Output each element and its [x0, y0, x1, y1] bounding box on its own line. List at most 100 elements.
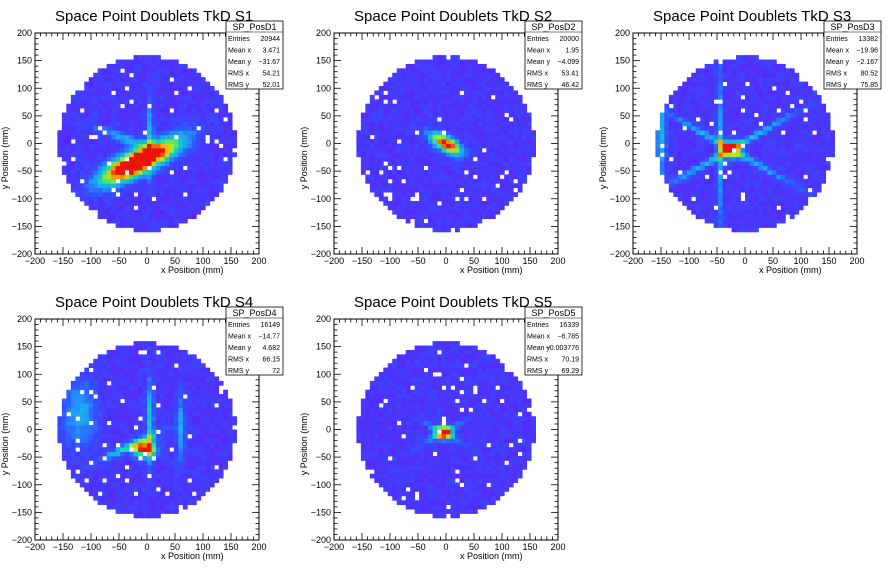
x-tick-label: 50: [469, 256, 479, 266]
y-axis-label: y Position (mm): [299, 413, 309, 476]
y-tick-label: −150: [12, 221, 32, 231]
heatmap-bins: [57, 55, 237, 233]
x-tick-label: 0: [443, 542, 448, 552]
y-tick-label: −200: [12, 249, 32, 259]
stats-label: Entries: [228, 36, 250, 43]
y-tick-label: 200: [615, 28, 630, 38]
stats-label: Mean x: [527, 48, 550, 55]
stats-label: Entries: [826, 36, 848, 43]
stats-label: Mean x: [228, 48, 251, 55]
x-tick-label: 150: [223, 256, 238, 266]
stats-name: SP_PosD2: [531, 22, 575, 32]
x-tick-label: 0: [144, 256, 149, 266]
stats-box: SP_PosD1 Entries 20944 Mean x 3.471 Mean y −31…: [225, 20, 284, 90]
x-tick-label: −50: [410, 256, 425, 266]
panel-title: Space Point Doublets TkD S5: [354, 294, 552, 311]
x-tick-label: 50: [768, 256, 778, 266]
y-tick-label: 100: [316, 83, 331, 93]
y-tick-label: −100: [12, 480, 32, 490]
y-tick-label: −50: [17, 452, 32, 462]
stats-label: RMS y: [826, 82, 848, 89]
stats-label: Entries: [228, 322, 250, 329]
stats-label: RMS y: [228, 82, 250, 89]
x-axis-label: x Position (mm): [460, 551, 523, 561]
stats-name: SP_PosD3: [830, 22, 874, 32]
stats-value: 3.471: [262, 48, 280, 55]
stats-value: −14.77: [258, 334, 280, 341]
y-axis-label: y Position (mm): [0, 413, 10, 476]
x-tick-label: −100: [380, 542, 400, 552]
panel-title: Space Point Doublets TkD S1: [55, 8, 253, 25]
stats-label: Mean y: [228, 59, 251, 66]
x-tick-label: 50: [170, 256, 180, 266]
y-tick-label: 100: [17, 83, 32, 93]
x-tick-label: 200: [251, 256, 266, 266]
x-tick-label: 100: [793, 256, 808, 266]
stats-value: 53.41: [561, 71, 579, 78]
y-tick-label: −100: [610, 194, 630, 204]
stats-box: SP_PosD5 Entries 16339 Mean x −6.785 Mean y−0…: [524, 306, 583, 376]
x-axis-label: x Position (mm): [161, 551, 224, 561]
heatmap-bins: [356, 55, 536, 233]
y-tick-label: 0: [326, 425, 331, 435]
y-tick-label: −50: [17, 166, 32, 176]
axis-ticks: [333, 32, 559, 255]
y-tick-label: −150: [311, 221, 331, 231]
stats-label: RMS x: [826, 71, 848, 78]
x-tick-label: 50: [469, 542, 479, 552]
stats-value: 16339: [560, 322, 580, 329]
stats-value: 4.682: [262, 345, 280, 352]
panel-title: Space Point Doublets TkD S3: [653, 8, 851, 25]
stats-label: RMS x: [527, 357, 549, 364]
y-tick-label: 0: [27, 425, 32, 435]
x-tick-label: −200: [25, 256, 45, 266]
y-tick-label: −200: [610, 249, 630, 259]
histogram-panel-3: Space Point Doublets TkD S3 −200 −150 −100 −…: [598, 8, 882, 275]
stats-name: SP_PosD1: [232, 22, 276, 32]
heatmap-bins: [655, 55, 835, 233]
stats-label: Mean x: [527, 334, 550, 341]
y-tick-label: 50: [321, 111, 331, 121]
stats-value: 13382: [859, 36, 879, 43]
y-tick-label: −100: [311, 194, 331, 204]
histogram-panel-1: Space Point Doublets TkD S1−200 −150 −100−…: [0, 8, 284, 275]
stats-box: SP_PosD2 Entries 20000 Mean x 1.95 Mean y −4.0…: [524, 20, 583, 90]
stats-value: 69.29: [561, 368, 579, 375]
x-tick-label: −150: [53, 542, 73, 552]
x-tick-label: −200: [25, 542, 45, 552]
panel-title: Space Point Doublets TkD S2: [354, 8, 552, 25]
x-tick-label: −150: [53, 256, 73, 266]
x-tick-label: 100: [195, 256, 210, 266]
y-tick-label: 50: [22, 397, 32, 407]
x-tick-label: 200: [550, 256, 565, 266]
x-tick-label: 150: [522, 542, 537, 552]
y-tick-label: −200: [311, 249, 331, 259]
x-tick-label: −150: [651, 256, 671, 266]
x-tick-label: −100: [81, 256, 101, 266]
stats-label: Entries: [527, 36, 549, 43]
stats-label: Mean y: [527, 59, 550, 66]
x-tick-label: −50: [410, 542, 425, 552]
stats-value: −2.167: [856, 59, 878, 66]
stats-value: −4.099: [557, 59, 579, 66]
axis-ticks: [333, 318, 559, 541]
y-tick-label: 0: [625, 139, 630, 149]
stats-value: −31.67: [258, 59, 280, 66]
histogram-panel-4: Space Point Doublets TkD S4−200 −150 −100−…: [0, 294, 284, 561]
y-tick-label: 200: [316, 314, 331, 324]
y-tick-label: 150: [316, 342, 331, 352]
x-tick-label: 200: [550, 542, 565, 552]
y-tick-label: 50: [22, 111, 32, 121]
y-tick-label: −200: [12, 535, 32, 545]
stats-value: 16149: [261, 322, 281, 329]
stats-value: 72: [272, 368, 280, 375]
x-axis-label: x Position (mm): [460, 265, 523, 275]
y-tick-label: 150: [615, 56, 630, 66]
x-tick-label: −200: [324, 256, 344, 266]
y-tick-label: 100: [316, 369, 331, 379]
x-tick-label: −50: [111, 542, 126, 552]
heatmap-bins: [57, 341, 237, 519]
y-tick-label: 200: [17, 28, 32, 38]
stats-value: 20000: [560, 36, 580, 43]
